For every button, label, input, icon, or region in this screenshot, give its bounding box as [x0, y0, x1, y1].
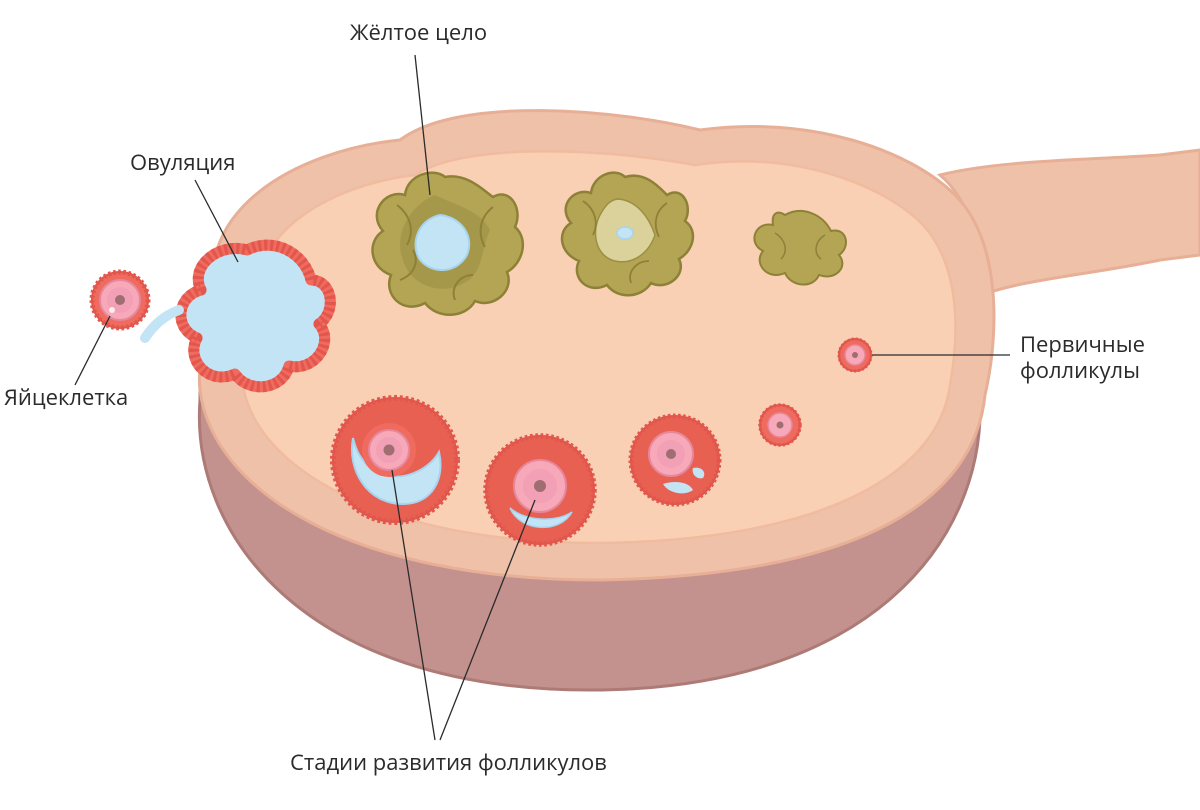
ovulation-group [145, 245, 330, 387]
ovary-diagram: Жёлтое цело Овуляция Яйцеклетка Первичны… [0, 0, 1200, 810]
label-egg: Яйцеклетка [4, 382, 128, 412]
tertiary-follicle [486, 436, 594, 544]
label-follicle-stages: Стадии развития фолликулов [290, 747, 607, 777]
released-egg [92, 272, 148, 328]
label-corpus-luteum: Жёлтое цело [350, 17, 487, 47]
corpus-luteum-1 [373, 173, 523, 315]
graafian-follicle [333, 398, 457, 522]
label-ovulation: Овуляция [130, 147, 235, 177]
label-primary-follicles: Первичные фолликулы [1020, 329, 1151, 385]
ovary-body [199, 111, 1200, 690]
secondary-follicle [631, 416, 719, 504]
